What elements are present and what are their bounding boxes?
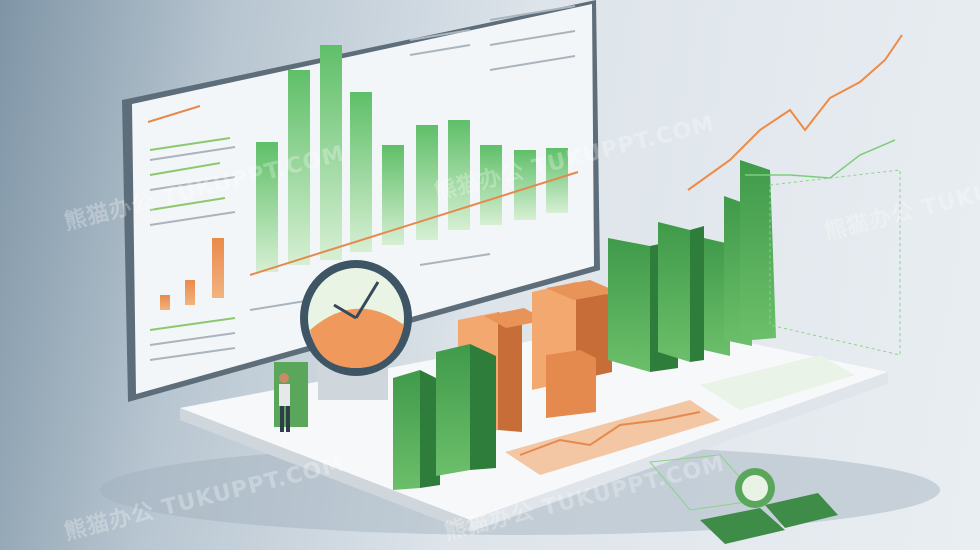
mini-chart-card	[700, 355, 855, 410]
green-3d-bars-right	[608, 160, 776, 372]
green-3d-bars-front	[393, 344, 496, 490]
person-figure	[274, 362, 308, 432]
platform	[180, 320, 888, 532]
line-chart-overlay	[687, 34, 903, 356]
monitor-screen	[122, 0, 600, 402]
gauge-dial	[300, 260, 412, 400]
bottom-devices	[649, 454, 838, 544]
screen-bar-chart	[256, 45, 568, 272]
